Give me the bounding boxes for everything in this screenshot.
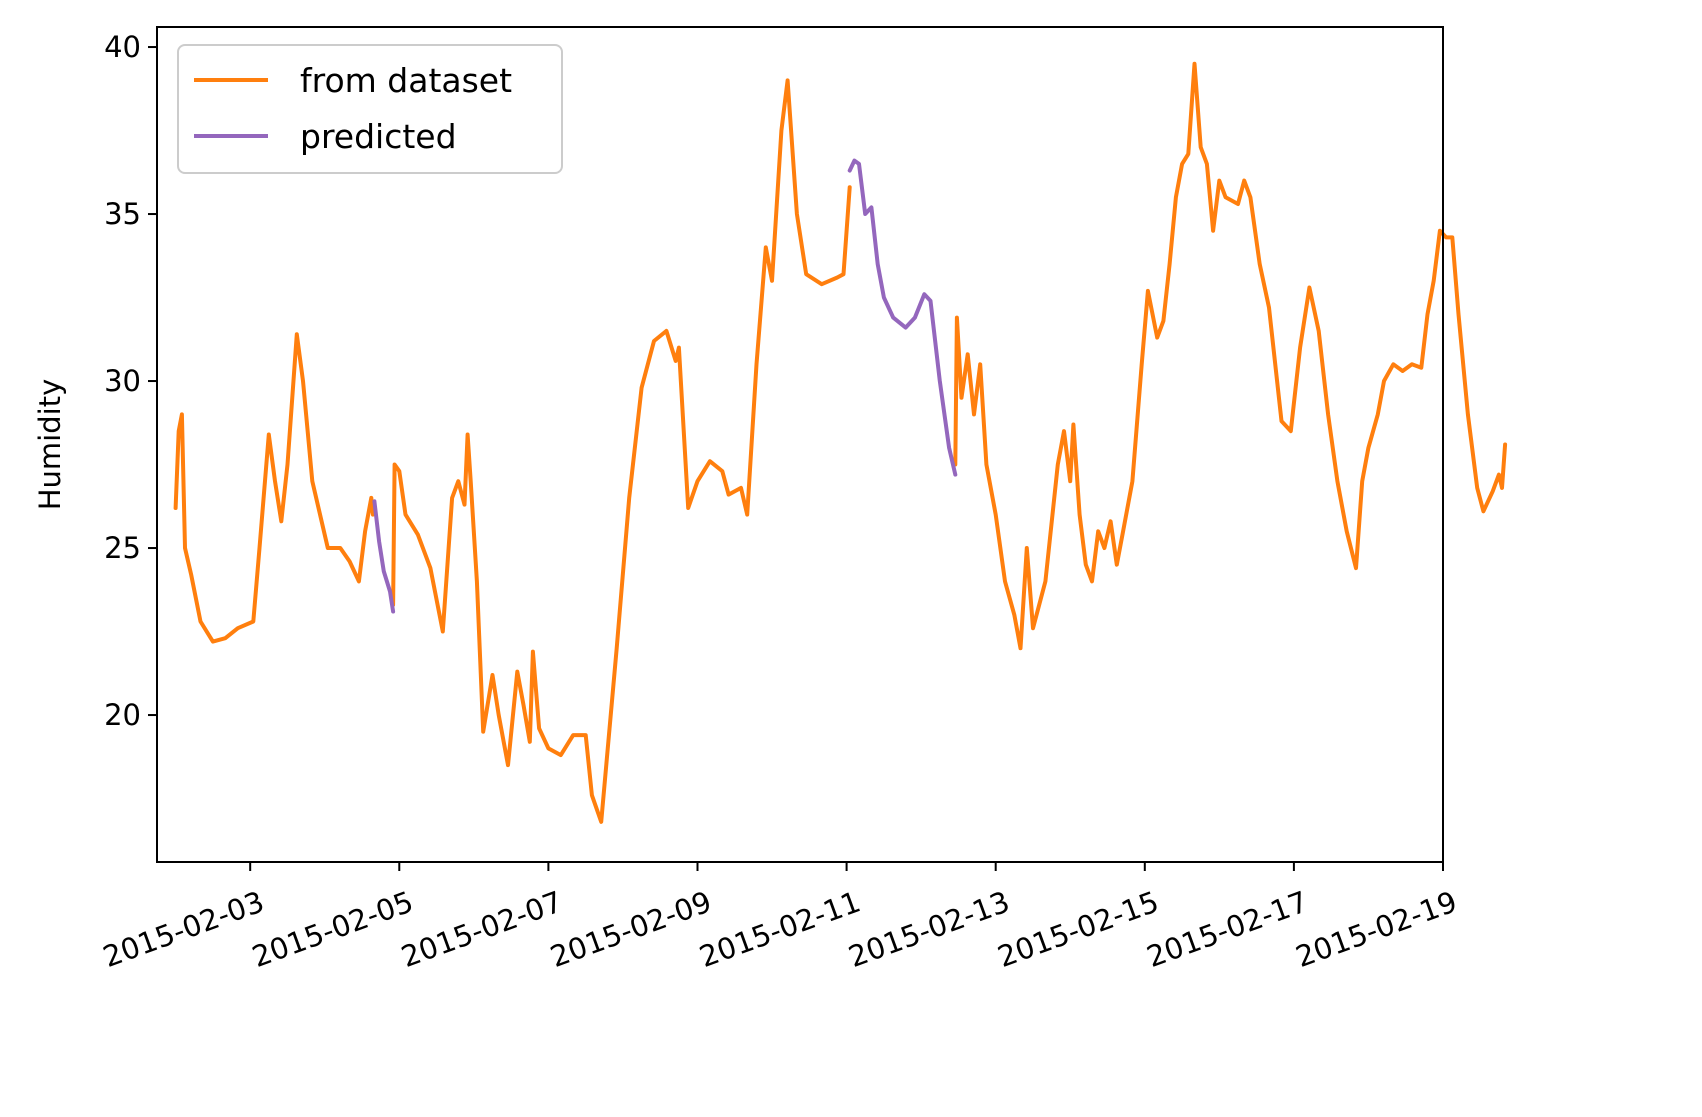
- legend: from dataset predicted: [177, 44, 563, 174]
- legend-entry-label: predicted: [300, 117, 457, 156]
- y-tick-label: 30: [104, 364, 141, 398]
- y-tick-label: 25: [104, 531, 141, 565]
- y-axis-label: Humidity: [33, 379, 67, 511]
- y-axis-ticks: 20 25 30 35 40: [104, 30, 157, 732]
- legend-entry-label: from dataset: [300, 61, 512, 100]
- y-tick-label: 40: [104, 30, 141, 64]
- series-line-predicted-1: [847, 158, 958, 477]
- series-line-from-dataset-0: [173, 332, 375, 644]
- series-line-from-dataset-1: [391, 78, 852, 824]
- series-line-predicted-0: [372, 499, 396, 614]
- y-tick-label: 20: [104, 698, 141, 732]
- series-layer: [173, 61, 1508, 824]
- series-line-from-dataset-2: [953, 61, 1508, 651]
- plot-frame: [156, 26, 1444, 863]
- y-tick-label: 35: [104, 197, 141, 231]
- legend-box: [177, 44, 563, 174]
